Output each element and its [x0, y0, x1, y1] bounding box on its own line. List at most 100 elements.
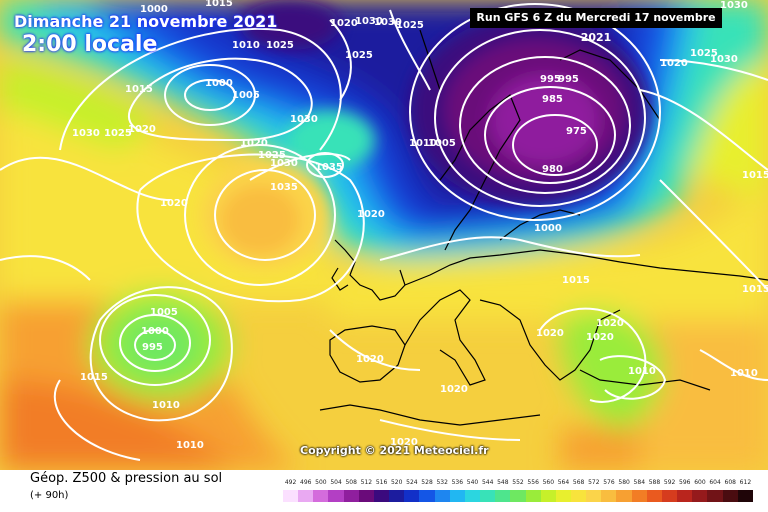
color-scale-tick-label: 556	[527, 479, 539, 486]
forecast-date: Dimanche 21 novembre 2021	[14, 12, 278, 31]
isobar-label: 1015	[205, 0, 233, 9]
color-scale-swatch	[404, 490, 420, 502]
color-scale-tick-label: 568	[572, 479, 585, 486]
color-scale-swatch	[646, 490, 662, 502]
isobar-label: 1005	[428, 138, 456, 149]
isobar-label: 1020	[240, 138, 268, 149]
color-scale-tick-label: 580	[618, 479, 630, 486]
isobar-label: 1020	[536, 328, 564, 339]
isobar-label: 1025	[345, 50, 373, 61]
isobar-label: 1020	[330, 18, 358, 29]
color-scale-tick-label: 604	[709, 479, 721, 486]
isobar-label: 1030	[355, 16, 383, 27]
isobar-label: 1025	[258, 150, 286, 161]
color-scale-bar	[283, 490, 753, 502]
color-scale-swatch	[692, 490, 708, 502]
color-scale-tick-label: 508	[345, 479, 357, 486]
color-scale-tick-label: 536	[451, 479, 464, 486]
isobar-label: 1035	[315, 162, 343, 173]
isobar-label: 995	[142, 342, 163, 353]
isobar-label: 1030	[270, 158, 298, 169]
color-scale-swatch	[555, 490, 571, 502]
color-scale-swatch	[495, 490, 511, 502]
color-scale-tick-label: 596	[679, 479, 691, 486]
model-run-label: Run GFS 6 Z du Mercredi 17 novembre 2021	[470, 8, 722, 44]
color-scale-tick-label: 516	[375, 479, 388, 486]
color-scale-tick-label: 500	[315, 479, 327, 486]
isobar-label: 1025	[396, 20, 424, 31]
isobar-label: 1030	[290, 114, 318, 125]
color-scale-tick-label: 560	[542, 479, 555, 486]
legend-title: Géop. Z500 & pression au sol	[30, 471, 223, 486]
isobar-label: 1015	[742, 170, 768, 181]
coastlines	[319, 29, 768, 426]
color-scale-swatch	[525, 490, 541, 502]
color-scale-swatch	[464, 490, 481, 502]
isobar-label: 1010	[152, 400, 180, 411]
legend-subtitle: (+ 90h)	[30, 490, 69, 501]
color-scale-swatch	[373, 490, 390, 502]
isobar-label: 1020	[357, 209, 385, 220]
isobar-label: 995	[558, 74, 579, 85]
color-scale-tick-label: 512	[360, 479, 373, 486]
legend-footer: Géop. Z500 & pression au sol (+ 90h) 492…	[0, 470, 768, 512]
isobar-label: 1020	[440, 384, 468, 395]
isobar-label: 1020	[390, 437, 418, 448]
isobar-label: 1015	[125, 84, 153, 95]
isobar-label: 1025	[266, 40, 294, 51]
isobar-label: 1015	[562, 275, 590, 286]
color-scale-swatch	[677, 490, 693, 502]
color-scale-tick-label: 504	[330, 479, 342, 486]
color-scale-tick-label: 524	[406, 479, 418, 486]
isobar-label: 1030	[720, 0, 748, 11]
color-scale-tick-label: 600	[694, 479, 706, 486]
forecast-local-time: 2:00 locale	[22, 32, 158, 57]
color-scale-tick-label: 496	[300, 479, 312, 486]
isobar-label: 1025	[690, 48, 718, 59]
isobar-label: 1020	[660, 58, 688, 69]
color-scale-swatch	[540, 490, 556, 502]
color-scale-swatch	[586, 490, 602, 502]
color-scale-tick-label: 588	[648, 479, 661, 486]
color-scale-swatch	[389, 490, 405, 502]
color-scale-swatch	[313, 490, 329, 502]
color-scale-swatch	[358, 490, 374, 502]
color-scale-tick-label: 552	[512, 479, 524, 486]
isobar-label: 1000	[140, 4, 168, 15]
color-scale-swatch	[298, 490, 314, 502]
isobar-label: 1030	[710, 54, 738, 65]
color-scale-tick-label: 564	[557, 479, 570, 486]
color-scale-tick-label: 532	[436, 479, 448, 486]
color-scale-tick-label: 612	[739, 479, 752, 486]
color-scale-swatch	[510, 490, 526, 502]
isobar-label: 1020	[160, 198, 188, 209]
color-scale-swatch	[631, 490, 647, 502]
color-scale-swatch	[616, 490, 632, 502]
color-scale-tick-label: 548	[497, 479, 509, 486]
color-scale-swatch	[343, 490, 359, 502]
copyright-notice: Copyright © 2021 Meteociel.fr	[300, 444, 489, 457]
color-scale-swatch	[722, 490, 738, 502]
color-scale-swatch	[737, 490, 753, 502]
isobar-label: 1010	[730, 368, 758, 379]
isobar-lines	[0, 3, 768, 461]
isobar-label: 1010	[409, 138, 437, 149]
color-scale-swatch	[570, 490, 587, 502]
isobar-label: 1010	[628, 366, 656, 377]
isobar-label: 1020	[356, 354, 384, 365]
isobar-label: 985	[542, 94, 563, 105]
isobar-label: 1030	[72, 128, 100, 139]
color-scale-tick-label: 608	[724, 479, 736, 486]
isobar-label: 1010	[232, 40, 260, 51]
color-scale-tick-label: 576	[603, 479, 615, 486]
isobar-label: 1015	[742, 284, 768, 295]
isobar-label: 1000	[205, 78, 233, 89]
color-scale-swatch	[434, 490, 450, 502]
color-scale-tick-label: 492	[284, 479, 297, 486]
color-scale-tick-label: 540	[466, 479, 479, 486]
isobar-label: 1000	[534, 223, 562, 234]
color-scale-swatch	[480, 490, 496, 502]
isobar-label: 1010	[176, 440, 204, 451]
